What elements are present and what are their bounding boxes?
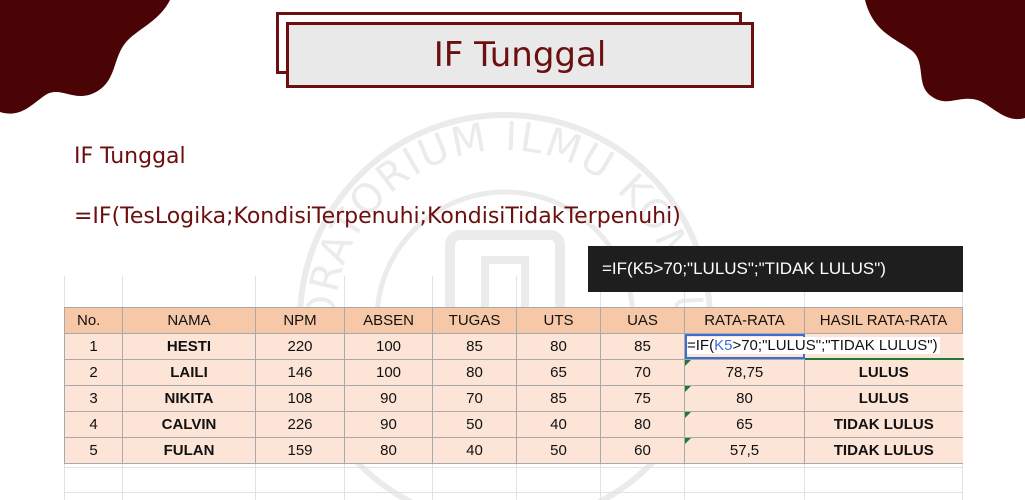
- cell-uas[interactable]: 70: [600, 359, 685, 386]
- error-indicator-icon: [685, 438, 691, 444]
- cell-nama[interactable]: FULAN: [122, 437, 256, 464]
- cell-no[interactable]: 1: [64, 333, 123, 360]
- error-indicator-icon: [685, 386, 691, 392]
- table-row: 1 HESTI 220 100 85 80 85 =IF(K5>70;"LULU…: [64, 333, 964, 360]
- cell-hasil[interactable]: TIDAK LULUS: [804, 437, 963, 464]
- header-uts[interactable]: UTS: [516, 307, 601, 334]
- cell-uts[interactable]: 50: [516, 437, 601, 464]
- cell-no[interactable]: 5: [64, 437, 123, 464]
- corner-decoration-right: [865, 0, 1025, 120]
- cell-absen[interactable]: 100: [344, 359, 433, 386]
- cell-tugas[interactable]: 80: [432, 359, 517, 386]
- header-no[interactable]: No.: [64, 307, 123, 334]
- cell-reference: K5: [714, 337, 733, 354]
- cell-formula-input[interactable]: =IF(K5>70;"LULUS";"TIDAK LULUS"): [687, 337, 940, 354]
- syntax-formula: =IF(TesLogika;KondisiTerpenuhi;KondisiTi…: [74, 204, 681, 229]
- header-nama[interactable]: NAMA: [122, 307, 256, 334]
- cell-tugas[interactable]: 70: [432, 385, 517, 412]
- title-frame: IF Tunggal: [286, 22, 754, 88]
- cell-rata-rata[interactable]: 57,5: [684, 437, 805, 464]
- cell-nama[interactable]: NIKITA: [122, 385, 256, 412]
- cell-no[interactable]: 4: [64, 411, 123, 438]
- header-hasil-rata-rata[interactable]: HASIL RATA-RATA: [804, 307, 963, 334]
- page-title: IF Tunggal: [433, 35, 607, 75]
- cell-absen[interactable]: 90: [344, 411, 433, 438]
- table-row: 2 LAILI 146 100 80 65 70 78,75 LULUS: [64, 359, 963, 386]
- cell-underline: [805, 358, 964, 360]
- cell-rata-rata-editing[interactable]: =IF(K5>70;"LULUS";"TIDAK LULUS"): [684, 333, 940, 360]
- cell-no[interactable]: 2: [64, 359, 123, 386]
- cell-uts[interactable]: 80: [516, 333, 601, 360]
- cell-npm[interactable]: 226: [255, 411, 345, 438]
- cell-uts[interactable]: 85: [516, 385, 601, 412]
- cell-nama[interactable]: CALVIN: [122, 411, 256, 438]
- cell-uas[interactable]: 85: [600, 333, 685, 360]
- formula-bar-text: =IF(K5>70;"LULUS";"TIDAK LULUS"): [602, 259, 886, 278]
- cell-tugas[interactable]: 85: [432, 333, 517, 360]
- cell-no[interactable]: 3: [64, 385, 123, 412]
- cell-hasil[interactable]: LULUS: [804, 359, 963, 386]
- cell-npm[interactable]: 146: [255, 359, 345, 386]
- error-indicator-icon: [685, 412, 691, 418]
- cell-rata-rata[interactable]: 80: [684, 385, 805, 412]
- cell-rata-rata[interactable]: 65: [684, 411, 805, 438]
- cell-absen[interactable]: 90: [344, 385, 433, 412]
- error-indicator-icon: [685, 360, 691, 366]
- header-absen[interactable]: ABSEN: [344, 307, 433, 334]
- grades-table: No. NAMA NPM ABSEN TUGAS UTS UAS RATA-RA…: [64, 307, 964, 464]
- cell-hasil[interactable]: LULUS: [804, 385, 963, 412]
- section-heading: IF Tunggal: [74, 144, 186, 169]
- cell-absen[interactable]: 80: [344, 437, 433, 464]
- cell-npm[interactable]: 220: [255, 333, 345, 360]
- table-row: 4 CALVIN 226 90 50 40 80 65 TIDAK LULUS: [64, 411, 963, 438]
- cell-npm[interactable]: 159: [255, 437, 345, 464]
- cell-absen[interactable]: 100: [344, 333, 433, 360]
- cell-tugas[interactable]: 40: [432, 437, 517, 464]
- cell-npm[interactable]: 108: [255, 385, 345, 412]
- cell-uts[interactable]: 65: [516, 359, 601, 386]
- formula-bar[interactable]: =IF(K5>70;"LULUS";"TIDAK LULUS"): [588, 246, 963, 292]
- cell-tugas[interactable]: 50: [432, 411, 517, 438]
- cell-rata-rata[interactable]: 78,75: [684, 359, 805, 386]
- header-uas[interactable]: UAS: [600, 307, 685, 334]
- cell-uas[interactable]: 80: [600, 411, 685, 438]
- table-row: 3 NIKITA 108 90 70 85 75 80 LULUS: [64, 385, 963, 412]
- cell-uts[interactable]: 40: [516, 411, 601, 438]
- cell-uas[interactable]: 60: [600, 437, 685, 464]
- cell-nama[interactable]: LAILI: [122, 359, 256, 386]
- corner-decoration-left: [0, 0, 170, 114]
- cell-hasil[interactable]: TIDAK LULUS: [804, 411, 963, 438]
- table-header-row: No. NAMA NPM ABSEN TUGAS UTS UAS RATA-RA…: [64, 307, 963, 334]
- header-npm[interactable]: NPM: [255, 307, 345, 334]
- cell-nama[interactable]: HESTI: [122, 333, 256, 360]
- header-tugas[interactable]: TUGAS: [432, 307, 517, 334]
- table-row: 5 FULAN 159 80 40 50 60 57,5 TIDAK LULUS: [64, 437, 963, 464]
- cell-uas[interactable]: 75: [600, 385, 685, 412]
- header-rata-rata[interactable]: RATA-RATA: [684, 307, 805, 334]
